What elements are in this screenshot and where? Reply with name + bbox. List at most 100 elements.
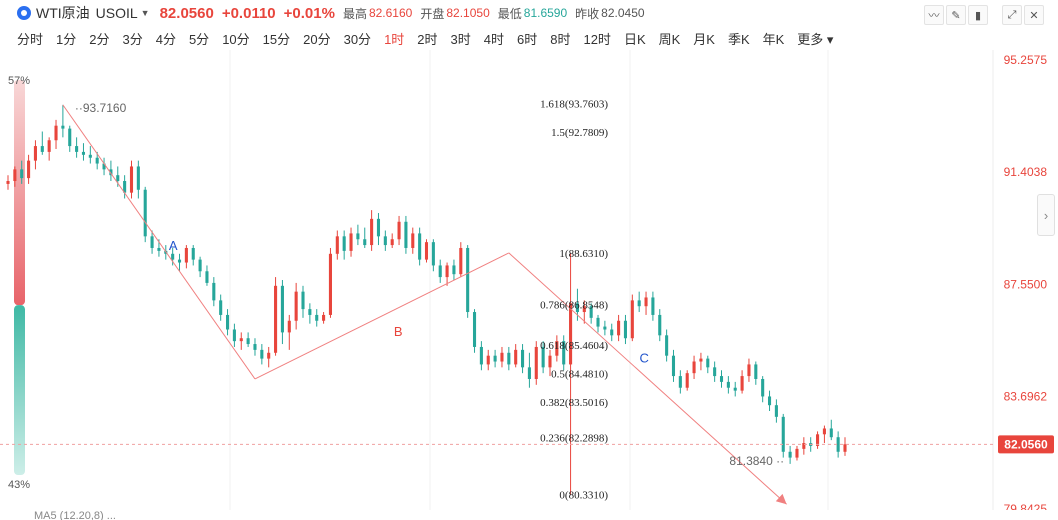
- period-tab-16[interactable]: 12时: [583, 31, 611, 47]
- period-tab-14[interactable]: 6时: [517, 31, 538, 47]
- open-label: 开盘: [420, 6, 445, 21]
- period-tab-22[interactable]: 更多 ▾: [797, 31, 834, 47]
- candle: [630, 294, 634, 342]
- candle: [136, 160, 140, 199]
- candle: [596, 314, 600, 333]
- indicator-strip: MA5 (12.20,8) ...: [34, 510, 116, 520]
- candle: [706, 355, 710, 374]
- candle: [603, 320, 607, 336]
- period-tab-11[interactable]: 2时: [417, 31, 438, 47]
- candle: [205, 265, 209, 286]
- period-tabs: 分时 1分 2分 3分 4分 5分 10分 15分 20分 30分 1时 2时 3时 4时 6时 8时 12时日…: [10, 27, 839, 49]
- candle: [47, 137, 51, 161]
- candle: [123, 175, 127, 199]
- fullscreen-icon[interactable]: ⤢: [1002, 5, 1022, 25]
- candle: [713, 361, 717, 382]
- period-tab-13[interactable]: 4时: [483, 31, 504, 47]
- candle: [322, 312, 326, 324]
- depth-bottom-pct: 43%: [8, 479, 30, 491]
- candle: [548, 349, 552, 377]
- candle: [843, 437, 847, 456]
- candle: [665, 329, 669, 362]
- wave-line: [508, 252, 743, 465]
- candle: [644, 291, 648, 315]
- candle: [767, 390, 772, 412]
- high-label: 最高: [342, 6, 367, 21]
- period-tab-12[interactable]: 3时: [450, 31, 471, 47]
- indicator-icon[interactable]: 〰: [924, 5, 944, 25]
- candle: [219, 294, 223, 321]
- candle: [75, 137, 79, 158]
- period-tab-19[interactable]: 月K: [693, 31, 715, 47]
- candle: [802, 437, 806, 455]
- low-label: 最低: [497, 6, 522, 21]
- candle: [356, 224, 360, 246]
- period-tab-15[interactable]: 8时: [550, 31, 571, 47]
- depth-top-pct: 57%: [8, 75, 30, 87]
- candle: [486, 349, 490, 371]
- candle: [54, 119, 58, 149]
- candle: [411, 227, 415, 254]
- candle: [781, 413, 785, 458]
- close-icon[interactable]: ✕: [1024, 5, 1044, 25]
- period-tab-1[interactable]: 1分: [56, 31, 77, 47]
- chevron-down-icon[interactable]: ▼: [140, 8, 150, 18]
- candle: [308, 303, 312, 324]
- period-tab-8[interactable]: 20分: [303, 31, 331, 47]
- candle: [212, 277, 216, 307]
- candle: [438, 259, 442, 283]
- candle: [466, 245, 470, 318]
- draw-pen-icon[interactable]: ✎: [946, 5, 966, 25]
- instrument-code[interactable]: USOIL: [95, 5, 138, 21]
- period-tab-20[interactable]: 季K: [727, 31, 750, 47]
- candle: [500, 346, 504, 368]
- period-tab-4[interactable]: 4分: [155, 31, 176, 47]
- period-tab-10[interactable]: 1时: [384, 31, 405, 47]
- candlestick-chart[interactable]: 57% 43% A B C ··93.7160 81.3840 ·· 1.618(93.760…: [0, 50, 1058, 510]
- candle: [150, 230, 154, 254]
- candle: [315, 309, 319, 327]
- window-tools: ⤢ ✕: [1000, 5, 1044, 25]
- candle: [61, 104, 65, 138]
- period-tab-0[interactable]: 分时: [17, 31, 44, 47]
- candle: [370, 210, 374, 251]
- quote-header: WTI原油 USOIL ▼ 82.0560 +0.0110 +0.01% 最高 …: [0, 0, 1058, 26]
- candle: [521, 344, 525, 374]
- wave-label-a: A: [169, 238, 178, 253]
- candle: [617, 314, 621, 342]
- candle: [349, 227, 353, 257]
- period-tab-2[interactable]: 2分: [89, 31, 110, 47]
- wave-label-c: C: [639, 350, 648, 365]
- candle: [418, 227, 422, 266]
- candle: [198, 256, 202, 278]
- candle: [424, 239, 429, 263]
- candle: [452, 259, 456, 280]
- period-tab-6[interactable]: 10分: [222, 31, 250, 47]
- candle: [733, 381, 737, 397]
- chart-style-icon[interactable]: ▮: [968, 5, 988, 25]
- candle: [109, 160, 113, 182]
- period-tab-18[interactable]: 周K: [658, 31, 681, 47]
- instrument-logo-icon: [17, 6, 31, 20]
- candle: [740, 370, 744, 394]
- high-value: 82.6160: [368, 6, 413, 20]
- period-tab-5[interactable]: 5分: [188, 31, 210, 47]
- candle: [102, 157, 106, 176]
- chevron-right-icon[interactable]: ›: [1037, 194, 1055, 236]
- candle: [534, 341, 538, 385]
- candle: [699, 352, 703, 371]
- price-change: +0.0110: [221, 4, 276, 22]
- period-tab-21[interactable]: 年K: [762, 31, 785, 47]
- candle: [335, 230, 339, 260]
- low-annotation: 81.3840 ··: [729, 454, 784, 468]
- period-tab-3[interactable]: 3分: [122, 31, 143, 47]
- depth-buy-bar: [14, 80, 25, 306]
- period-tab-7[interactable]: 15分: [262, 31, 291, 47]
- candle: [20, 160, 24, 184]
- y-tick-label: 83.6962: [1004, 390, 1048, 404]
- candle: [527, 352, 531, 388]
- candle: [13, 166, 17, 187]
- candle: [267, 346, 271, 368]
- period-tab-9[interactable]: 30分: [343, 31, 372, 47]
- period-tab-17[interactable]: 日K: [623, 31, 646, 47]
